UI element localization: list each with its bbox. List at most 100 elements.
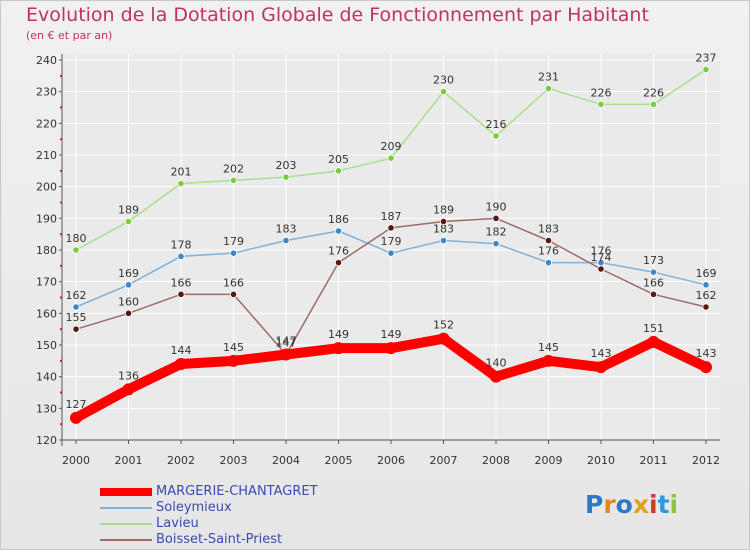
data-point-soleymieux (334, 227, 343, 235)
data-point-lavieu (544, 84, 553, 93)
y-minor-tick (60, 359, 62, 362)
data-label-soleymieux: 182 (486, 226, 507, 239)
data-label-margerie-chantagret: 149 (328, 328, 349, 341)
y-tick-label: 200 (36, 181, 57, 194)
data-label-boisset-saint-priest: 162 (696, 289, 717, 302)
data-point-margerie-chantagret (700, 361, 712, 374)
x-tick-label: 2003 (220, 454, 248, 467)
data-label-margerie-chantagret: 145 (538, 341, 559, 354)
legend-swatch-soleymieux (100, 507, 152, 509)
data-point-margerie-chantagret (122, 383, 135, 396)
data-point-lavieu (492, 132, 500, 140)
y-minor-tick (60, 296, 62, 299)
legend-label-boisset-saint-priest: Boisset-Saint-Priest (156, 532, 283, 547)
y-tick-label: 180 (36, 244, 57, 257)
data-label-soleymieux: 183 (433, 223, 454, 236)
y-tick-label: 240 (36, 54, 57, 67)
data-point-soleymieux (72, 303, 80, 311)
y-tick-label: 160 (36, 307, 57, 320)
y-tick-label: 230 (36, 86, 57, 99)
data-point-soleymieux (702, 281, 710, 289)
data-point-lavieu (124, 217, 133, 226)
proxiti-logo: Proxiti (585, 490, 678, 519)
data-point-margerie-chantagret (280, 348, 292, 361)
data-point-boisset-saint-priest (229, 290, 238, 298)
data-point-margerie-chantagret (175, 358, 187, 370)
logo-letter: t (657, 490, 670, 519)
data-point-soleymieux (124, 281, 133, 289)
data-point-margerie-chantagret (227, 354, 240, 367)
legend-swatch-margerie-chantagret (100, 488, 152, 496)
data-label-boisset-saint-priest: 174 (591, 251, 612, 264)
data-point-boisset-saint-priest (649, 290, 658, 298)
y-minor-tick (60, 391, 62, 394)
data-point-lavieu (649, 100, 658, 108)
data-label-soleymieux: 178 (171, 238, 192, 251)
data-point-margerie-chantagret (542, 354, 555, 367)
data-label-lavieu: 202 (223, 162, 244, 175)
data-label-boisset-saint-priest: 176 (328, 245, 349, 258)
data-point-lavieu (702, 65, 710, 74)
data-label-boisset-saint-priest: 166 (643, 276, 664, 289)
x-tick-label: 2011 (640, 454, 668, 467)
data-point-soleymieux (492, 240, 500, 248)
data-label-soleymieux: 179 (381, 235, 402, 248)
y-minor-tick (60, 328, 62, 331)
data-point-soleymieux (282, 236, 290, 245)
x-tick-label: 2005 (325, 454, 353, 467)
data-label-soleymieux: 169 (696, 267, 717, 280)
data-point-lavieu (72, 246, 80, 254)
data-label-soleymieux: 162 (66, 289, 87, 302)
data-point-margerie-chantagret (385, 342, 397, 355)
y-minor-tick (60, 233, 62, 236)
x-tick-label: 2004 (272, 454, 300, 467)
x-tick-label: 2001 (115, 454, 143, 467)
data-label-soleymieux: 169 (118, 267, 139, 280)
data-label-boisset-saint-priest: 166 (171, 276, 192, 289)
data-point-soleymieux (439, 236, 448, 245)
data-point-soleymieux (649, 268, 658, 276)
data-point-boisset-saint-priest (124, 309, 133, 317)
x-tick-label: 2012 (692, 454, 720, 467)
y-tick-label: 140 (36, 371, 57, 384)
data-point-margerie-chantagret (437, 332, 450, 345)
data-label-lavieu: 203 (276, 159, 297, 172)
x-tick-label: 2002 (167, 454, 195, 467)
y-tick-label: 120 (36, 434, 57, 447)
data-label-soleymieux: 179 (223, 235, 244, 248)
data-label-soleymieux: 186 (328, 213, 349, 226)
data-label-lavieu: 237 (696, 52, 717, 65)
data-label-margerie-chantagret: 152 (433, 319, 454, 332)
data-point-margerie-chantagret (490, 370, 502, 383)
y-tick-label: 190 (36, 212, 57, 225)
data-point-margerie-chantagret (70, 411, 82, 424)
data-label-margerie-chantagret: 136 (118, 369, 139, 382)
x-tick-label: 2008 (482, 454, 510, 467)
data-point-margerie-chantagret (332, 342, 345, 355)
data-label-boisset-saint-priest: 190 (486, 200, 507, 213)
y-minor-tick (60, 106, 62, 109)
data-point-boisset-saint-priest (387, 224, 395, 232)
x-tick-label: 2000 (62, 454, 90, 467)
chart-subtitle: (en € et par an) (26, 29, 113, 42)
data-label-lavieu: 231 (538, 71, 559, 84)
data-point-boisset-saint-priest (544, 236, 553, 245)
data-point-boisset-saint-priest (439, 217, 448, 226)
data-point-lavieu (177, 179, 185, 188)
data-label-lavieu: 189 (118, 204, 139, 217)
x-tick-label: 2010 (587, 454, 615, 467)
data-point-lavieu (229, 176, 238, 184)
data-point-margerie-chantagret (595, 361, 607, 374)
data-point-lavieu (387, 154, 395, 162)
data-label-boisset-saint-priest: 187 (381, 210, 402, 223)
legend-label-soleymieux: Soleymieux (156, 500, 232, 515)
y-tick-label: 220 (36, 117, 57, 130)
legend-swatch-lavieu (100, 523, 152, 525)
data-label-margerie-chantagret: 151 (643, 322, 664, 335)
data-label-soleymieux: 183 (276, 223, 297, 236)
data-point-soleymieux (177, 252, 185, 260)
data-label-boisset-saint-priest: 147 (276, 337, 297, 350)
data-point-boisset-saint-priest (72, 325, 80, 333)
data-label-lavieu: 209 (381, 140, 402, 153)
